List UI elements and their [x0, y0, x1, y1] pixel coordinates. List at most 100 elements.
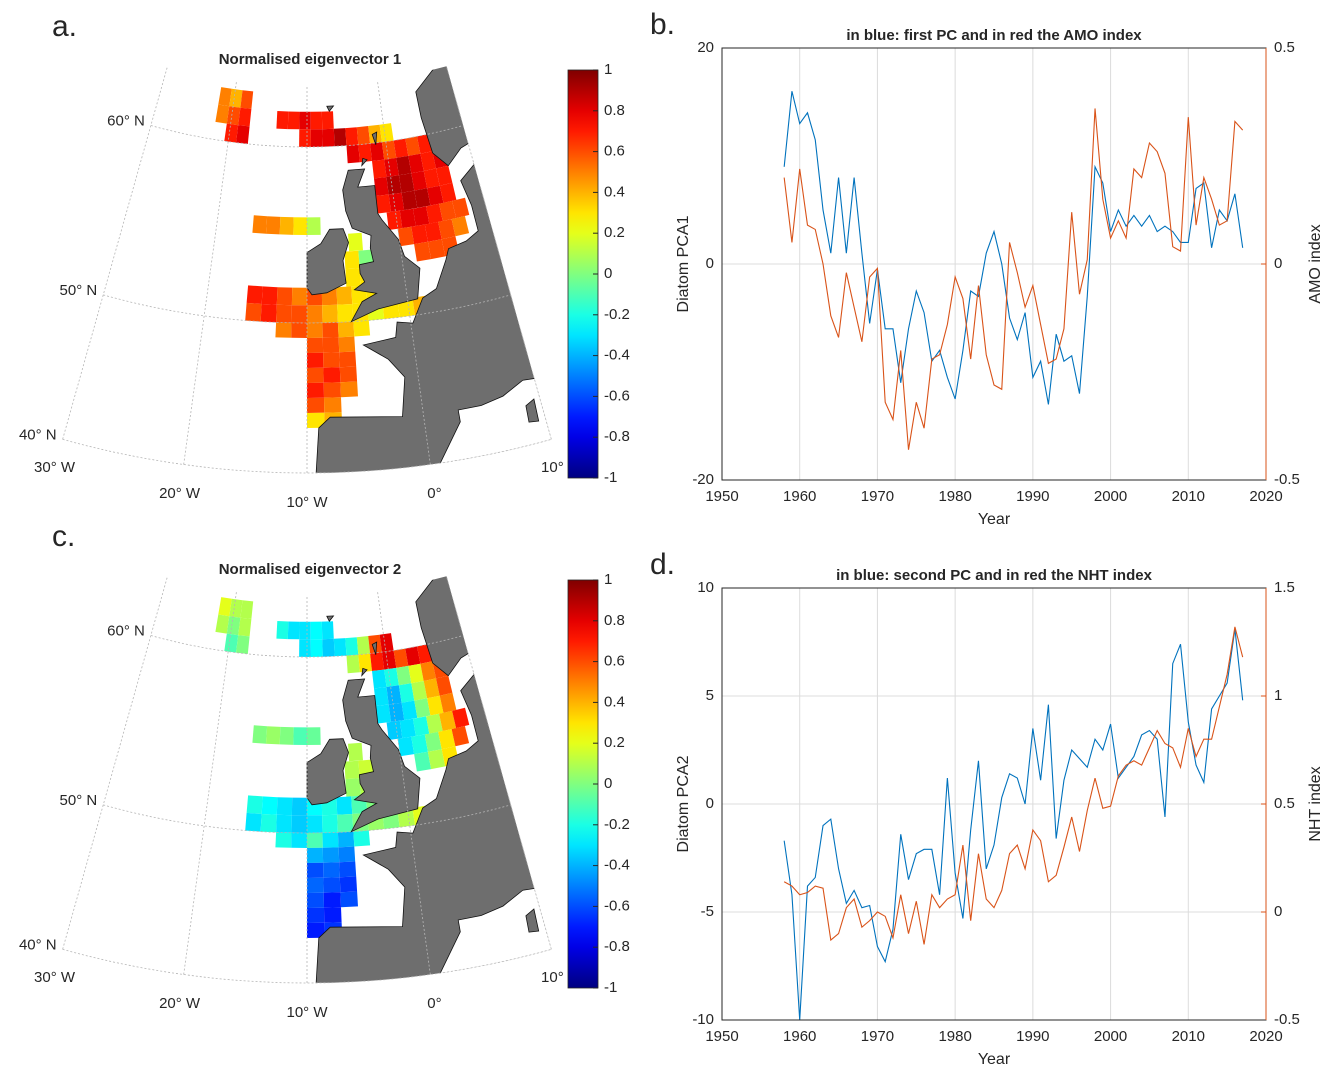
series-line: [783, 628, 1244, 1021]
cell: [324, 907, 342, 923]
cell: [323, 382, 341, 398]
cell: [348, 232, 363, 252]
cell: [246, 795, 263, 814]
colorbar-tick-label: -1: [604, 469, 617, 486]
land: [361, 157, 368, 167]
cell: [322, 638, 335, 657]
cell: [293, 727, 307, 745]
cell: [333, 128, 347, 147]
lat-label: 50° N: [60, 282, 98, 299]
cell: [261, 796, 278, 815]
cell: [279, 726, 294, 745]
cell: [218, 597, 232, 617]
cell: [299, 129, 311, 147]
colorbar-tick-label: 0.4: [604, 183, 625, 200]
land: [371, 641, 378, 655]
cell: [386, 720, 403, 740]
cell: [388, 192, 405, 212]
cell: [396, 155, 412, 176]
cell: [336, 796, 353, 815]
cell: [310, 639, 323, 657]
x-tick-label: 1990: [1016, 488, 1049, 505]
cell: [279, 216, 294, 235]
cell: [375, 194, 391, 214]
cell: [307, 832, 323, 848]
cell: [411, 224, 428, 245]
cell: [252, 725, 268, 744]
x-tick-label: 1980: [938, 1028, 971, 1045]
cell: [372, 669, 387, 689]
cell: [229, 598, 243, 618]
cell: [307, 367, 324, 383]
colorbar-tick-label: -0.8: [604, 938, 630, 955]
cell: [372, 159, 387, 179]
cell: [310, 129, 323, 147]
cell: [339, 876, 358, 893]
y-tick-label: -10: [692, 1011, 714, 1028]
cell: [414, 698, 431, 718]
cell: [420, 661, 436, 681]
panel-label: b.: [650, 8, 675, 41]
cell: [322, 304, 338, 323]
x-axis-label: Year: [978, 511, 1011, 528]
cell: [261, 286, 278, 305]
cell: [276, 111, 289, 130]
lon-label: 30° W: [34, 969, 76, 986]
colorbar-tick-label: -0.4: [604, 857, 630, 874]
y-axis-label: Diatom PCA2: [675, 755, 692, 852]
land: [525, 908, 540, 933]
lon-label: 0°: [427, 485, 441, 502]
series-line: [783, 108, 1244, 450]
cell: [307, 412, 325, 428]
cell: [393, 648, 409, 668]
y-tick-label: -5: [701, 903, 714, 920]
cell: [358, 143, 372, 163]
cell: [260, 304, 277, 323]
cell: [307, 337, 324, 353]
land: [371, 131, 378, 145]
cell: [245, 812, 262, 832]
y2-tick-label: 1: [1274, 687, 1282, 704]
series-line: [783, 91, 1244, 405]
cell: [287, 111, 300, 130]
colorbar-tick-label: 1: [604, 571, 612, 588]
cell: [224, 633, 239, 653]
cell: [323, 877, 341, 893]
map-area: [62, 576, 552, 983]
cell: [337, 814, 354, 833]
cell: [339, 861, 357, 878]
meridian: [62, 66, 168, 440]
cell: [353, 320, 371, 337]
cell: [370, 142, 385, 161]
colorbar-tick-label: -0.6: [604, 387, 630, 404]
y-tick-label: 0: [706, 795, 714, 812]
x-tick-label: 2020: [1249, 1028, 1282, 1045]
cell: [307, 815, 323, 833]
cell: [420, 151, 436, 171]
x-tick-label: 1960: [783, 488, 816, 505]
cell: [266, 726, 281, 745]
map-area: [62, 66, 552, 473]
y2-tick-label: 0: [1274, 255, 1282, 272]
cell: [436, 675, 453, 696]
cell: [374, 177, 389, 196]
cell: [293, 217, 307, 235]
cell: [310, 621, 323, 640]
cell: [323, 367, 341, 383]
y-tick-label: 5: [706, 687, 714, 704]
cell: [353, 830, 371, 847]
parallel: [150, 125, 464, 148]
map-title: Normalised eigenvector 2: [219, 561, 402, 578]
cell: [348, 742, 363, 762]
cell: [411, 681, 428, 701]
colorbar-tick-label: 0.2: [604, 734, 625, 751]
cell: [337, 321, 355, 338]
cell: [438, 219, 456, 240]
cell: [240, 90, 254, 109]
meridian: [62, 576, 168, 950]
cell: [291, 815, 307, 833]
cell: [275, 322, 292, 338]
cell: [345, 778, 361, 797]
cell: [426, 713, 443, 734]
cell: [398, 173, 415, 193]
